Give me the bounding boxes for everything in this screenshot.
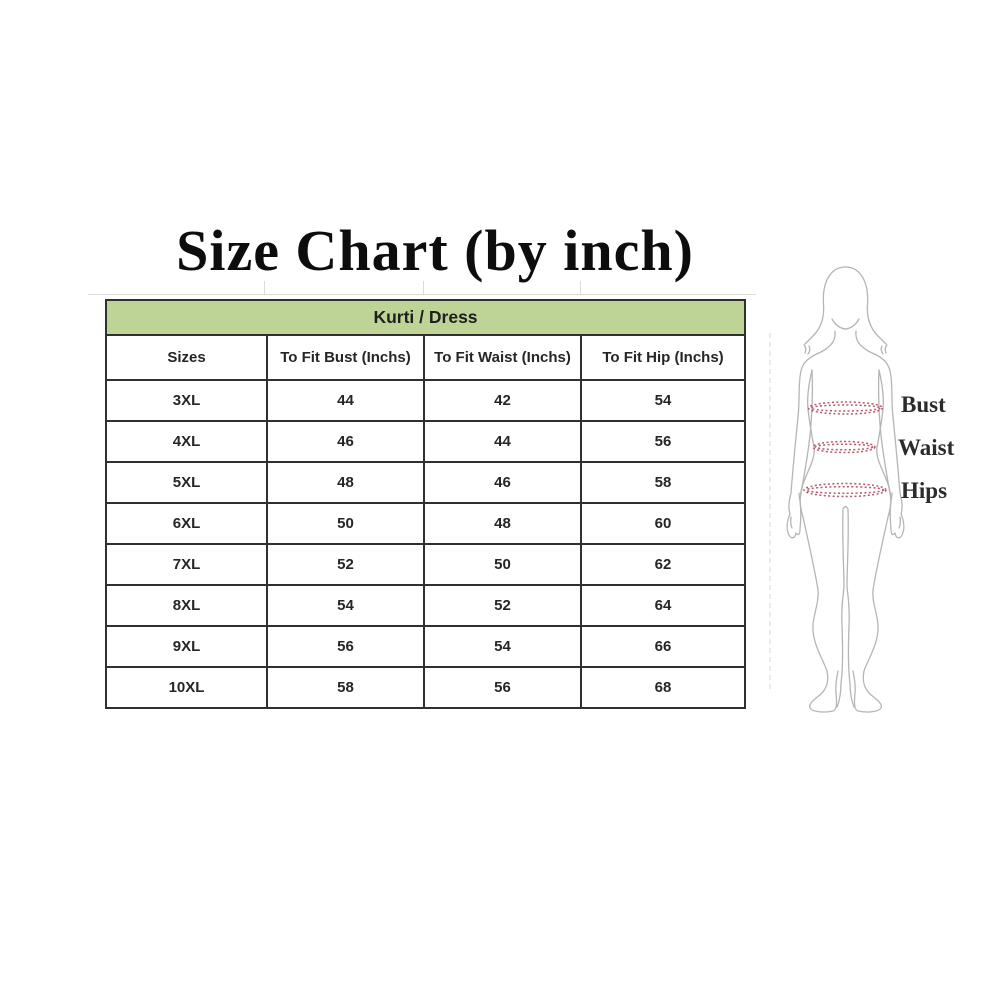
table-row: 8XL 54 52 64 <box>105 584 746 627</box>
waist-label: Waist <box>898 435 955 460</box>
spreadsheet-gridline <box>580 281 581 295</box>
column-header-waist: To Fit Waist (Inchs) <box>423 334 582 381</box>
value-cell: 56 <box>266 625 425 668</box>
table-group-header: Kurti / Dress <box>105 299 746 336</box>
spreadsheet-gridline <box>88 294 756 295</box>
bust-measure-line <box>810 404 881 412</box>
value-cell: 52 <box>423 584 582 627</box>
value-cell: 54 <box>423 625 582 668</box>
table-header-row: Sizes To Fit Bust (Inchs) To Fit Waist (… <box>105 334 746 381</box>
bust-measure-line <box>807 401 884 415</box>
value-cell: 60 <box>580 502 746 545</box>
value-cell: 50 <box>423 543 582 586</box>
value-cell: 44 <box>266 379 425 422</box>
figure-crotch-line <box>842 505 849 510</box>
value-cell: 48 <box>423 502 582 545</box>
table-row: 3XL 44 42 54 <box>105 379 746 422</box>
table-row: 10XL 58 56 68 <box>105 666 746 709</box>
body-measurement-figure <box>769 266 905 713</box>
table-row: 9XL 56 54 66 <box>105 625 746 668</box>
size-cell: 10XL <box>105 666 268 709</box>
waist-measure-line <box>812 440 876 454</box>
value-cell: 62 <box>580 543 746 586</box>
waist-measure-line <box>814 443 874 451</box>
value-cell: 68 <box>580 666 746 709</box>
size-cell: 8XL <box>105 584 268 627</box>
table-row: 4XL 46 44 56 <box>105 420 746 463</box>
figure-right-half <box>844 266 905 713</box>
table-row: 6XL 50 48 60 <box>105 502 746 545</box>
page-title: Size Chart (by inch) <box>176 218 694 283</box>
value-cell: 56 <box>423 666 582 709</box>
value-cell: 64 <box>580 584 746 627</box>
table-row: 5XL 48 46 58 <box>105 461 746 504</box>
value-cell: 66 <box>580 625 746 668</box>
table-body: 3XL 44 42 54 4XL 46 44 56 5XL 48 46 58 6XL 50 48 60 7XL 5… <box>105 379 746 709</box>
bust-label: Bust <box>901 392 946 417</box>
value-cell: 50 <box>266 502 425 545</box>
value-cell: 42 <box>423 379 582 422</box>
size-table: Kurti / Dress Sizes To Fit Bust (Inchs) … <box>105 299 746 709</box>
column-header-hip: To Fit Hip (Inchs) <box>580 334 746 381</box>
size-cell: 7XL <box>105 543 268 586</box>
figure-left-half <box>786 266 847 713</box>
table-group-header-row: Kurti / Dress <box>105 299 746 336</box>
value-cell: 52 <box>266 543 425 586</box>
column-header-bust: To Fit Bust (Inchs) <box>266 334 425 381</box>
value-cell: 56 <box>580 420 746 463</box>
size-cell: 6XL <box>105 502 268 545</box>
value-cell: 54 <box>580 379 746 422</box>
value-cell: 58 <box>266 666 425 709</box>
hips-measure-line <box>803 482 887 498</box>
size-cell: 9XL <box>105 625 268 668</box>
value-cell: 54 <box>266 584 425 627</box>
value-cell: 46 <box>266 420 425 463</box>
hips-measure-line <box>805 485 885 495</box>
spreadsheet-gridline <box>264 281 265 295</box>
value-cell: 44 <box>423 420 582 463</box>
spreadsheet-gridline <box>423 281 424 295</box>
value-cell: 58 <box>580 461 746 504</box>
value-cell: 46 <box>423 461 582 504</box>
hips-label: Hips <box>901 478 948 503</box>
size-cell: 4XL <box>105 420 268 463</box>
size-cell: 3XL <box>105 379 268 422</box>
table-row: 7XL 52 50 62 <box>105 543 746 586</box>
value-cell: 48 <box>266 461 425 504</box>
size-cell: 5XL <box>105 461 268 504</box>
column-header-sizes: Sizes <box>105 334 268 381</box>
